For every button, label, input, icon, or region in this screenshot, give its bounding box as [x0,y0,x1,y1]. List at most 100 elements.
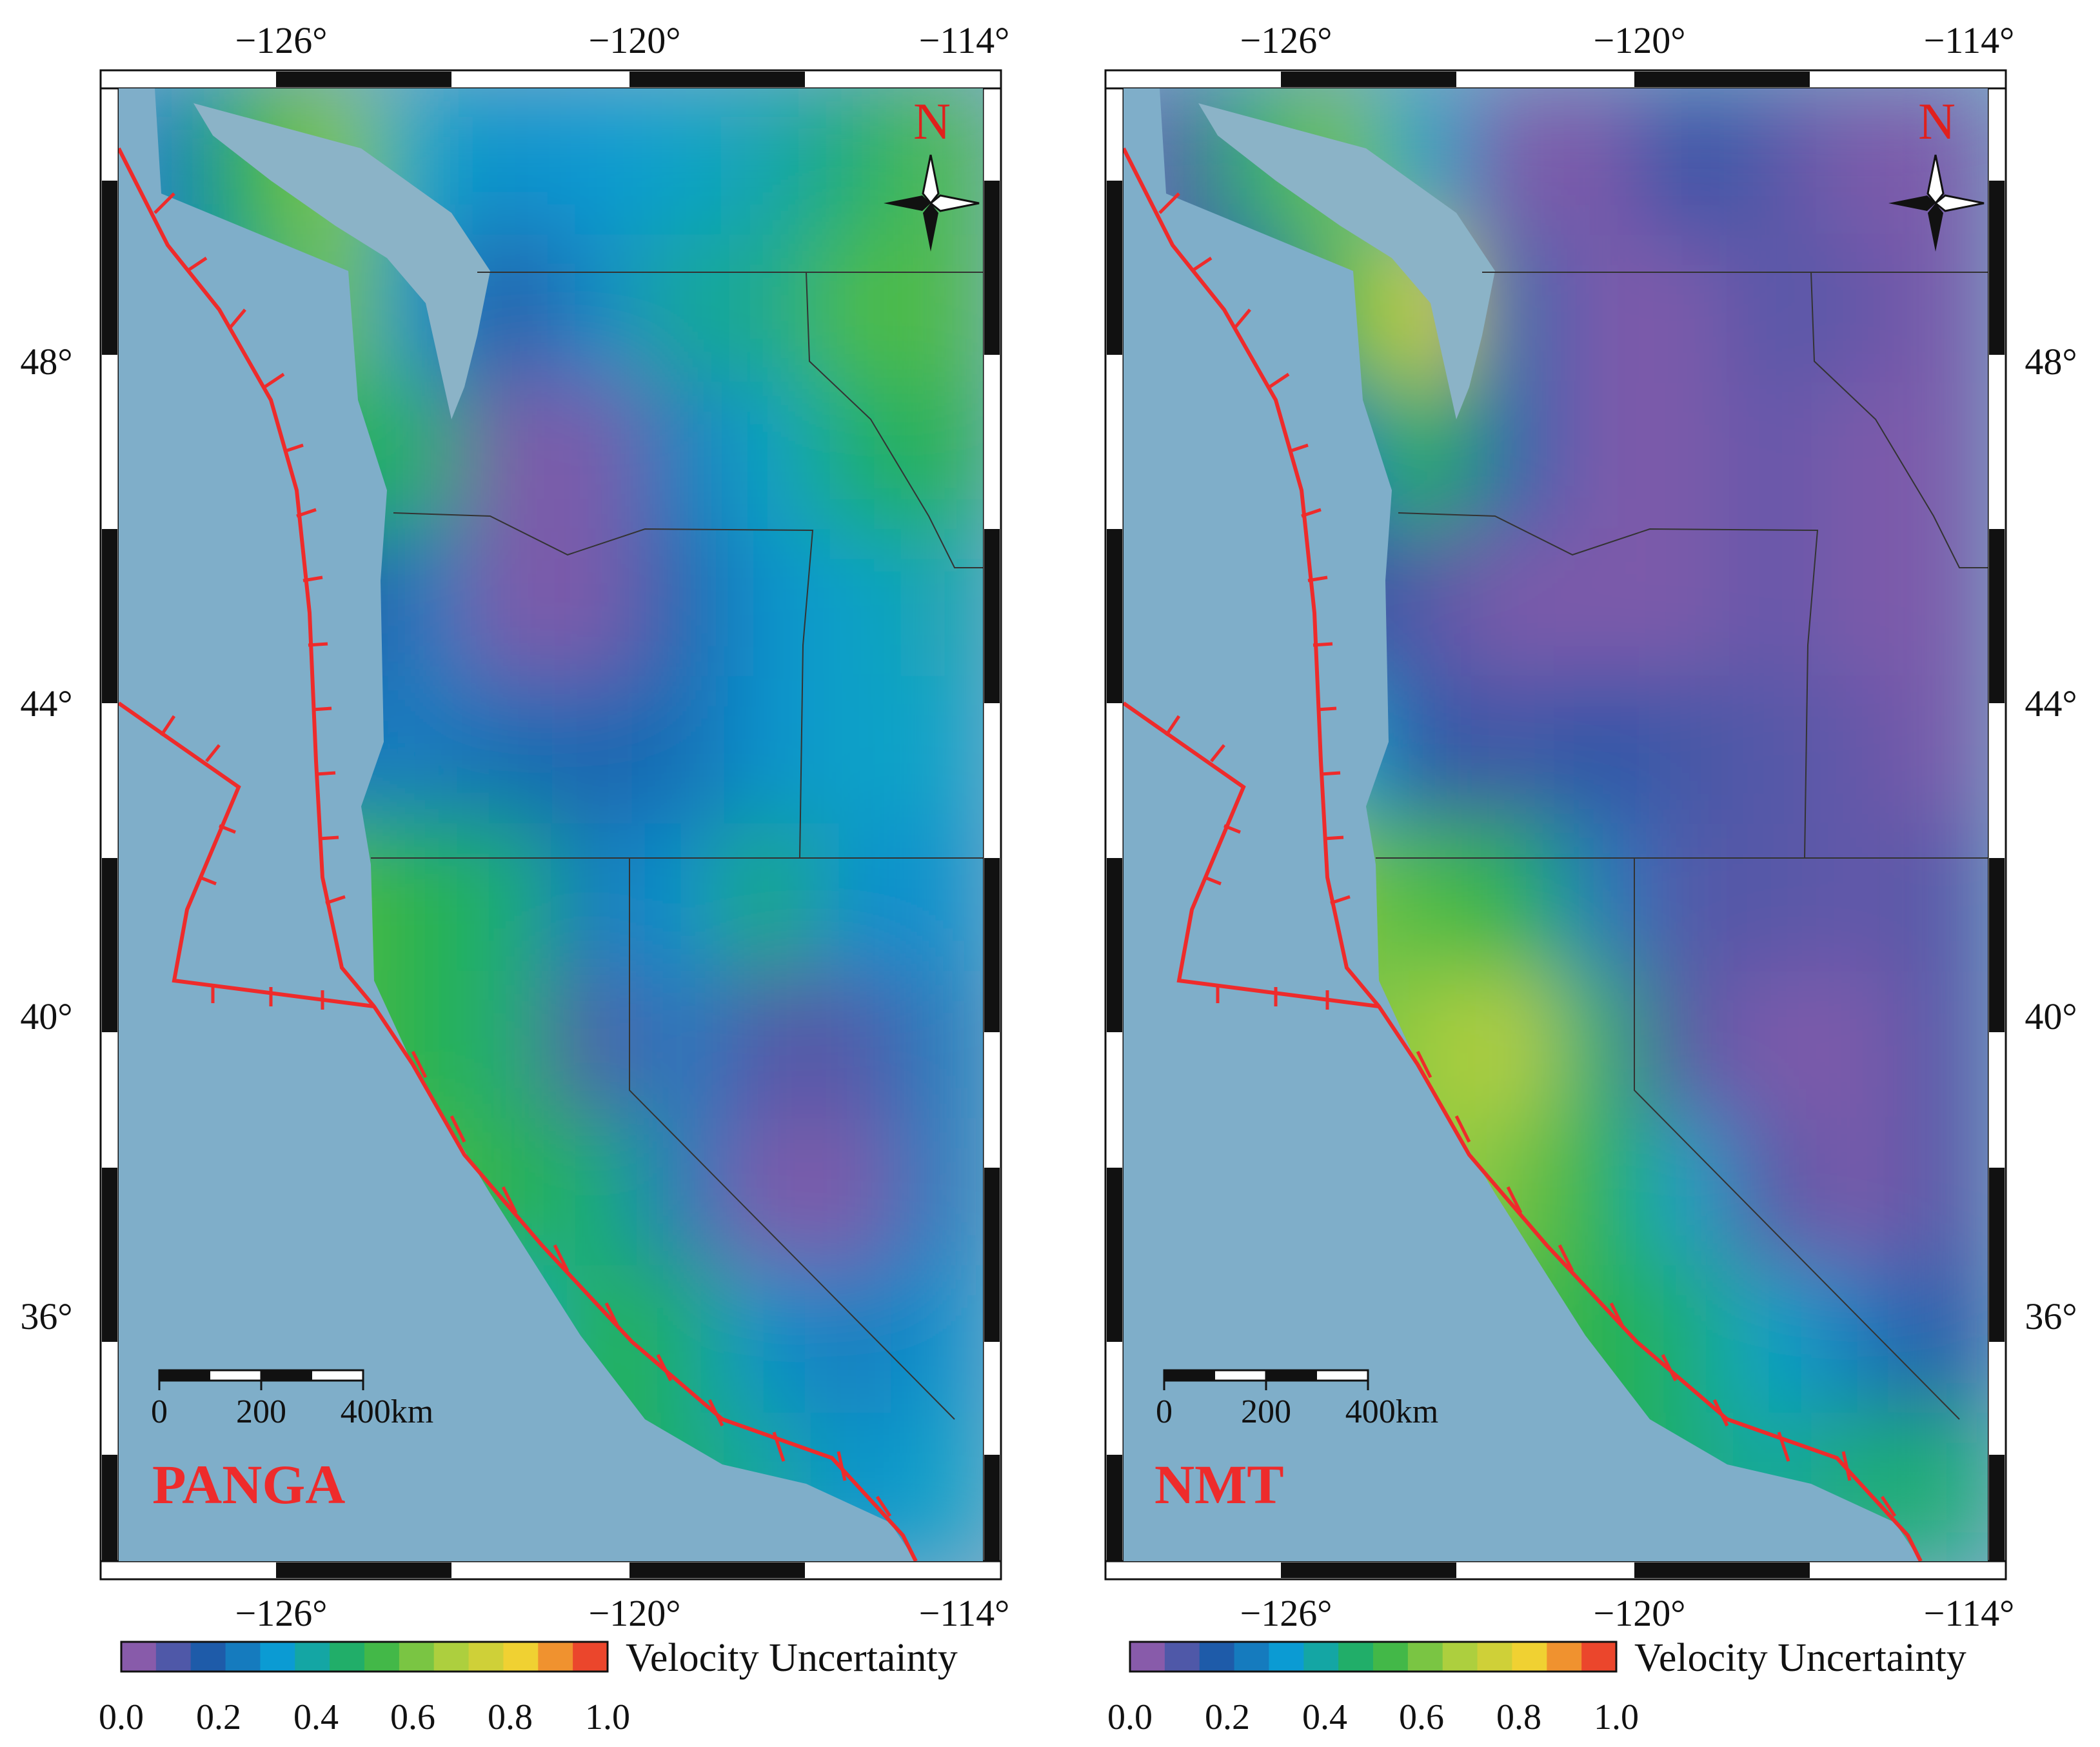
colorbar-swatch [1269,1642,1304,1672]
map-panel-nmt: −126° −120° −114° −126° −120° −114° 48° … [1104,19,2077,1737]
uncertainty-cell [1554,970,1643,1121]
uncertainty-cell [1641,823,1730,973]
uncertainty-cell [636,88,725,237]
colorbar-swatch [1547,1642,1582,1672]
uncertainty-cell [1727,1265,1816,1415]
colorbar-swatch [433,1642,470,1672]
uncertainty-cell [895,1265,983,1415]
uncertainty-cell [722,1118,811,1268]
colorbar-swatch [190,1642,226,1672]
map-frame-top [99,69,1002,90]
legend-tick-label: 1.0 [585,1697,630,1737]
north-arrow: N [1888,94,1985,252]
uncertainty-cell [722,1265,811,1415]
uncertainty-cell [636,1118,725,1268]
uncertainty-cell [895,676,983,826]
colorbar-swatch [1373,1642,1409,1672]
uncertainty-cell [377,676,466,826]
uncertainty-cell [809,234,898,384]
colorbar-swatch [573,1642,608,1672]
colorbar-swatch [1130,1642,1165,1672]
colorbar-swatch [1407,1642,1443,1672]
lon-tick-label: −120° [589,19,681,61]
colorbar-swatch [1477,1642,1512,1672]
legend-tick-label: 0.0 [1107,1697,1153,1737]
uncertainty-cell [1727,381,1816,532]
colorbar-swatch [225,1642,261,1672]
uncertainty-cell [895,1118,983,1268]
uncertainty-cell [809,381,898,532]
colorbar-legend: Velocity Uncertainty 0.0 0.2 0.4 0.6 0.8… [1107,1636,1966,1737]
colorbar-swatch [1164,1642,1200,1672]
uncertainty-cell [636,1265,725,1415]
uncertainty-cell [1814,676,1903,826]
uncertainty-cell [1900,1118,1988,1268]
uncertainty-cell [1814,381,1903,532]
uncertainty-cell [895,970,983,1121]
legend-tick-label: 0.0 [99,1697,144,1737]
uncertainty-cell [377,528,466,679]
uncertainty-cell [1900,234,1988,384]
puget-sound-inlets [1198,103,1495,419]
uncertainty-cell [1727,528,1816,679]
uncertainty-cell [1814,88,1903,237]
state-border-wa-or [393,512,814,859]
map-area-nmt [1124,88,1988,1561]
colorbar-swatch [1512,1642,1547,1672]
uncertainty-cell [1382,823,1471,973]
uncertainty-cell [636,676,725,826]
lon-tick-label: −120° [1594,19,1686,61]
lat-tick-label: 48° [2025,341,2077,383]
map-frame-bottom [99,1560,1002,1581]
plate-boundary-gorda [119,701,375,1008]
colorbar-swatch [1234,1642,1269,1672]
lon-tick-label: −114° [1924,1592,2015,1634]
uncertainty-cell [463,88,552,237]
uncertainty-cell [895,823,983,973]
compass-star-icon [884,154,980,252]
uncertainty-cell [809,823,898,973]
uncertainty-cell [1554,234,1643,384]
lon-tick-label: −126° [235,1592,328,1634]
lat-tick-label: 36° [2025,1295,2077,1337]
uncertainty-cell [463,676,552,826]
panel-label: PANGA [152,1453,345,1515]
uncertainty-cell [1814,528,1903,679]
state-border-id [806,272,983,568]
uncertainty-cell [1468,528,1557,679]
uncertainty-cell [722,88,811,237]
scale-label: 0 [151,1393,168,1430]
colorbar [121,1642,608,1672]
uncertainty-cell [1554,823,1643,973]
uncertainty-cell [895,381,983,532]
lat-tick-label: 40° [2025,995,2077,1037]
lon-tick-label: −120° [589,1592,681,1634]
uncertainty-cell [809,676,898,826]
uncertainty-cell [1641,1265,1730,1415]
north-label: N [913,94,951,150]
lat-tick-label: 48° [20,341,72,383]
lon-tick-labels-top: −126° −120° −114° [235,19,1010,61]
lat-tick-label: 44° [2025,683,2077,724]
map-frame-left [99,87,120,1562]
uncertainty-cell [1554,528,1643,679]
scale-label: 200 [236,1393,286,1430]
map-frame-left [1104,87,1125,1562]
uncertainty-cell [636,234,725,384]
colorbar [1130,1642,1617,1672]
lon-tick-label: −114° [919,1592,1010,1634]
uncertainty-cell [1641,528,1730,679]
colorbar-swatch [399,1642,435,1672]
uncertainty-cell [1468,381,1557,532]
uncertainty-cell [1641,676,1730,826]
uncertainty-cell [636,970,725,1121]
puget-sound-inlets [193,103,490,419]
uncertainty-cell [1900,1265,1988,1415]
uncertainty-cell [550,381,639,532]
scale-bar: 0 200 400km [151,1369,433,1430]
uncertainty-cell [1727,970,1816,1121]
legend-tick-label: 0.8 [488,1697,533,1737]
uncertainty-cell [809,528,898,679]
north-label: N [1918,94,1956,150]
lon-tick-labels-bottom: −126° −120° −114° [235,1592,1010,1634]
